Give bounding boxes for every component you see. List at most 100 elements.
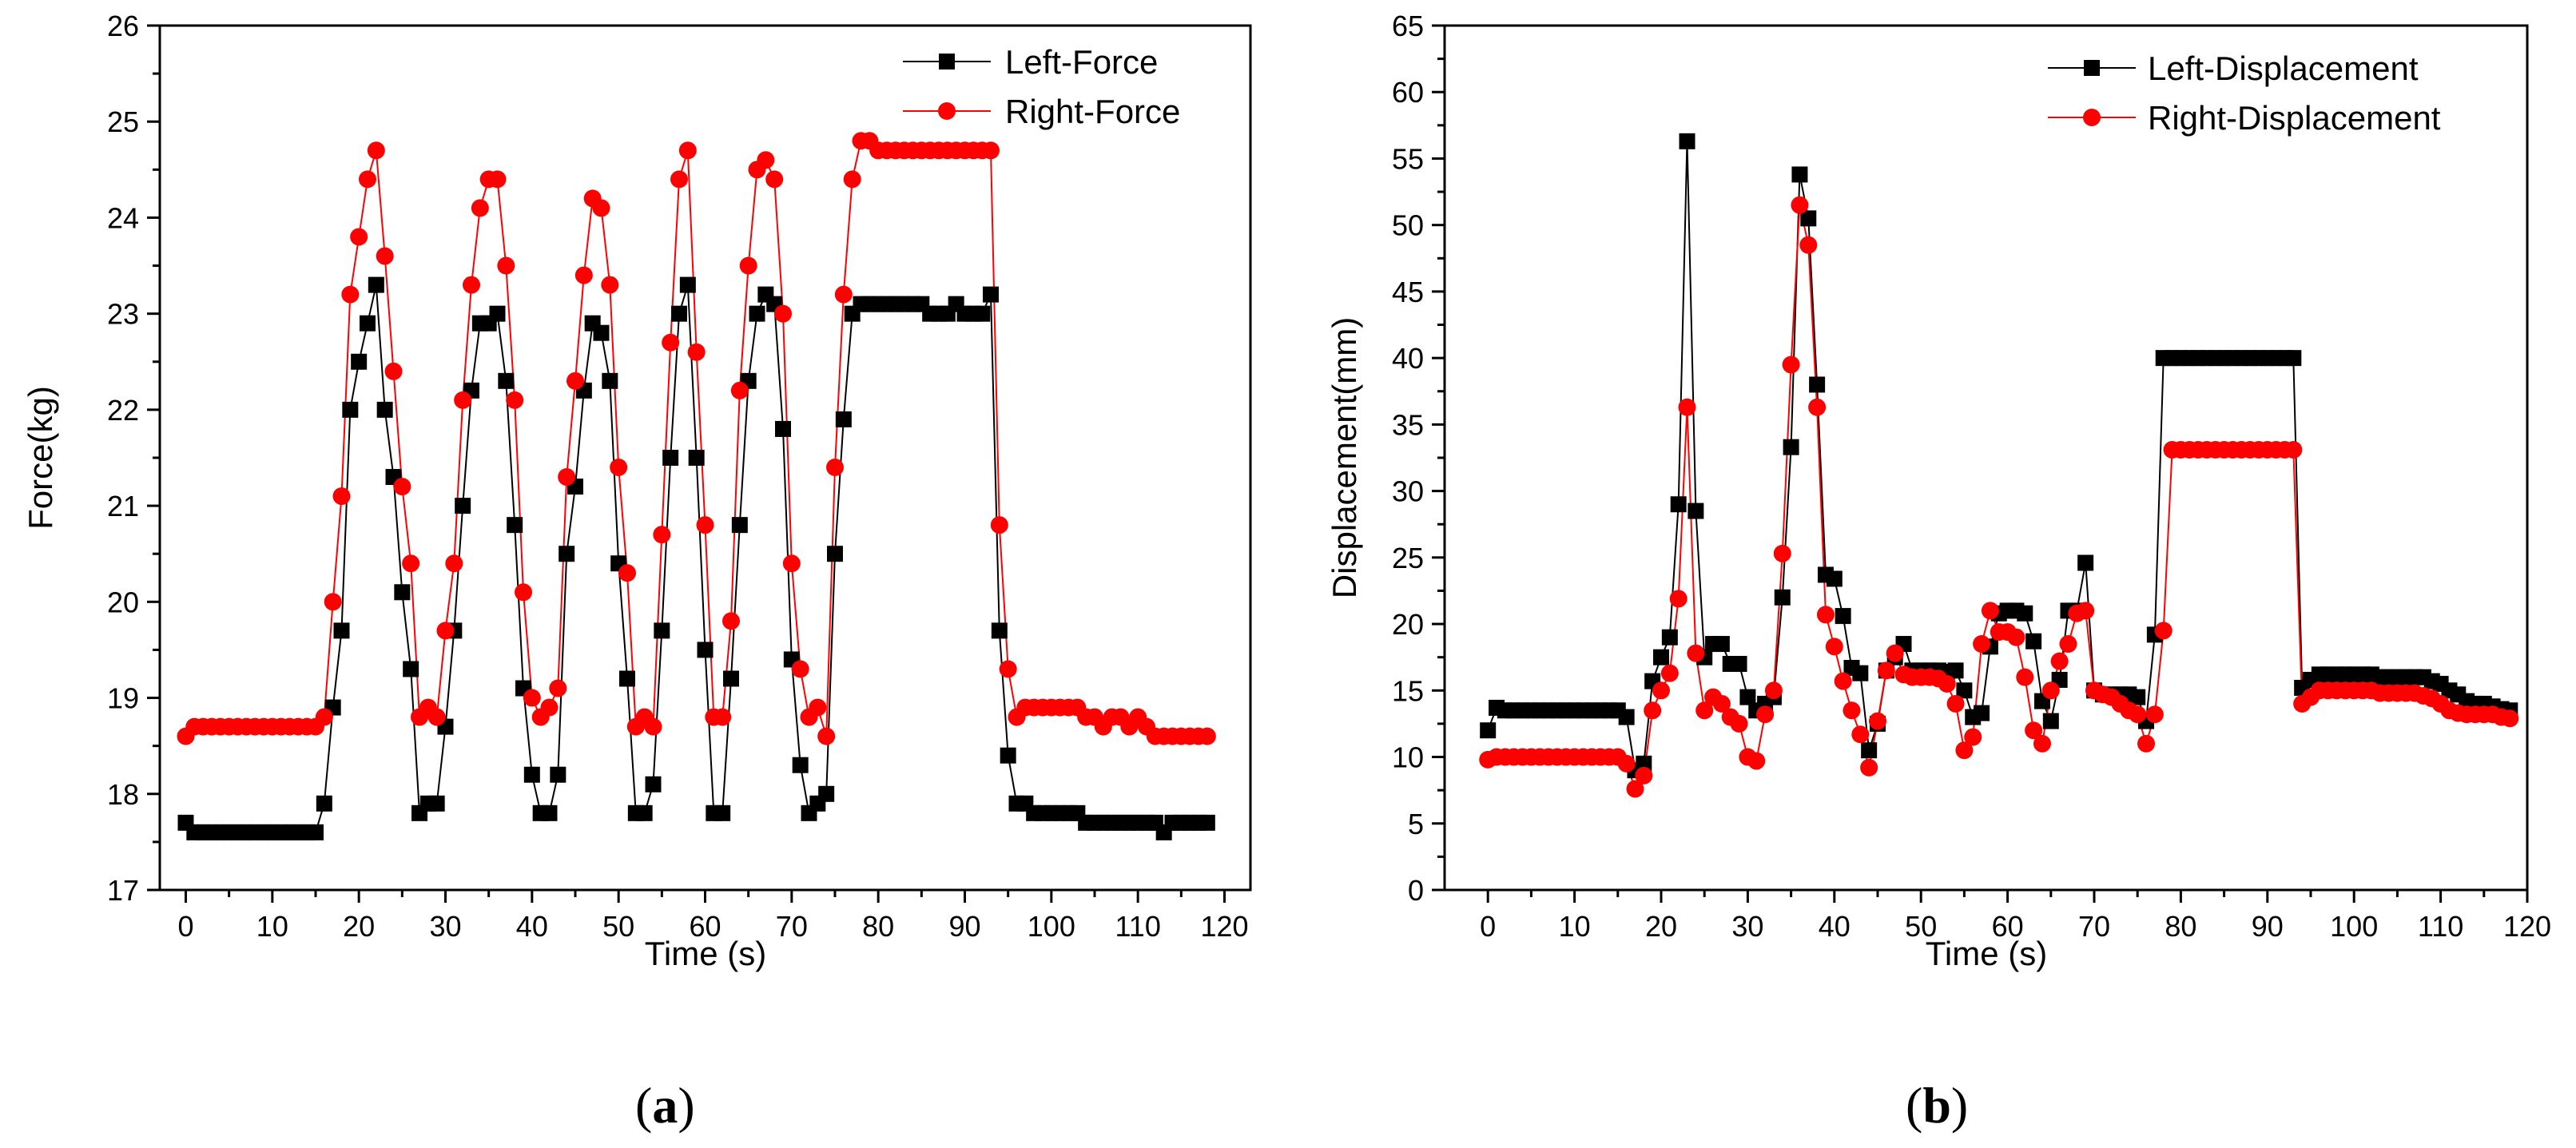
- displacement-left-point: [1809, 376, 1826, 393]
- displacement-plot-frame: [1443, 24, 2529, 892]
- force-right-point: [714, 708, 732, 726]
- displacement-chart-axes: 0 10 20 30 40 50 60 70 80 90 100 110 120 0 5 10 15 20 25 30…: [1392, 10, 2551, 943]
- force-right-point: [445, 554, 463, 573]
- force-y-tick-label: 24: [107, 201, 139, 234]
- displacement-right-point: [1973, 635, 1991, 653]
- displacement-right-point: [1687, 644, 1705, 662]
- force-left-point: [368, 276, 384, 293]
- displacement-right-point: [1860, 758, 1878, 777]
- force-left-point: [360, 315, 376, 332]
- force-right-point: [592, 199, 610, 217]
- force-left-point: [731, 517, 748, 534]
- force-right-point: [463, 276, 480, 294]
- displacement-left-point: [1835, 608, 1851, 625]
- force-x-tick-label: 110: [1115, 910, 1160, 943]
- force-right-point: [427, 708, 446, 726]
- displacement-right-point: [2145, 705, 2164, 724]
- force-right-point: [817, 727, 836, 745]
- displacement-right-point: [2129, 705, 2147, 724]
- displacement-right-point: [1799, 236, 1818, 254]
- force-x-tick-label: 80: [862, 910, 894, 943]
- force-left-point: [662, 450, 679, 466]
- displacement-left-point: [1974, 705, 1990, 721]
- displacement-x-tick-label: 90: [2252, 910, 2284, 943]
- force-right-point: [393, 478, 411, 496]
- displacement-right-point: [1695, 701, 1714, 720]
- force-left-point: [974, 305, 991, 322]
- force-left-point: [316, 795, 332, 812]
- force-right-point: [653, 526, 671, 544]
- displacement-left-point: [1713, 636, 1730, 653]
- displacement-right-point: [2016, 668, 2034, 686]
- force-left-point: [507, 517, 523, 534]
- force-chart-axes: 0 10 20 30 40 50 60 70 80 90 100 110 120 17 18 19 20 21 22…: [107, 10, 1249, 943]
- force-legend-marker-1: [938, 102, 956, 120]
- force-right-point: [678, 141, 697, 160]
- force-plot-frame: [158, 24, 1252, 892]
- force-left-point: [550, 766, 566, 783]
- force-left-point: [723, 670, 739, 687]
- force-left-point: [749, 305, 765, 322]
- displacement-left-point: [1852, 665, 1869, 681]
- displacement-left-point: [2077, 554, 2094, 571]
- displacement-right-point: [1834, 672, 1852, 690]
- displacement-right-point: [2050, 652, 2069, 670]
- displacement-y-tick-label: 20: [1392, 608, 1424, 641]
- force-right-point: [540, 698, 559, 717]
- displacement-x-axis-title: Time (s): [1926, 935, 2047, 972]
- displacement-right-point: [2059, 635, 2077, 653]
- displacement-right-point: [1678, 398, 1696, 416]
- displacement-legend-label-1: Right-Displacement: [2148, 99, 2441, 137]
- force-right-point: [722, 612, 740, 630]
- force-right-point: [549, 679, 567, 697]
- displacement-chart: 0 10 20 30 40 50 60 70 80 90 100 110 120 0 5 10 15 20 25 30…: [1326, 10, 2551, 1134]
- force-y-tick-label: 21: [107, 490, 139, 522]
- force-right-point: [662, 333, 680, 352]
- displacement-y-tick-label: 5: [1408, 808, 1424, 840]
- force-left-point: [645, 776, 662, 792]
- displacement-x-tick-label: 40: [1819, 910, 1851, 943]
- force-left-point: [342, 401, 359, 418]
- force-chart: 0 10 20 30 40 50 60 70 80 90 100 110 120 17 18 19 20 21 22…: [22, 10, 1252, 1134]
- force-y-tick-label: 19: [107, 682, 139, 715]
- displacement-left-point: [1947, 662, 1964, 679]
- force-right-point: [601, 276, 619, 294]
- displacement-left-point: [2042, 713, 2059, 729]
- force-x-tick-label: 20: [343, 910, 375, 943]
- displacement-y-axis-title: Displacement(mm): [1326, 317, 1363, 598]
- displacement-y-tick-label: 30: [1392, 475, 1424, 508]
- force-left-point: [498, 372, 515, 389]
- displacement-right-point: [1886, 644, 1904, 662]
- force-right-point: [739, 256, 757, 275]
- force-left-point: [983, 286, 999, 303]
- force-x-tick-label: 70: [776, 910, 808, 943]
- force-left-point: [671, 305, 687, 322]
- displacement-left-point: [1826, 570, 1843, 587]
- force-left-point: [818, 785, 835, 802]
- displacement-y-tick-label: 45: [1392, 276, 1424, 308]
- force-left-point: [619, 670, 635, 687]
- force-x-tick-label: 90: [948, 910, 980, 943]
- force-left-point: [602, 372, 618, 389]
- force-right-point: [1198, 727, 1216, 745]
- force-right-point: [523, 689, 541, 707]
- displacement-x-tick-label: 80: [2165, 910, 2196, 943]
- panel-label-a: (a): [635, 1077, 695, 1134]
- displacement-left-point: [1783, 439, 1799, 455]
- force-left-point: [1000, 747, 1016, 764]
- displacement-x-tick-label: 20: [1645, 910, 1677, 943]
- displacement-x-tick-label: 50: [1905, 910, 1937, 943]
- displacement-left-point: [1774, 589, 1791, 606]
- panel-label-b: (b): [1906, 1077, 1968, 1134]
- displacement-y-tick-label: 25: [1392, 542, 1424, 574]
- displacement-left-point: [1679, 133, 1695, 149]
- force-left-point: [792, 757, 809, 773]
- displacement-right-point: [1851, 725, 1870, 744]
- displacement-y-tick-label: 50: [1392, 209, 1424, 242]
- force-left-point: [688, 450, 705, 466]
- displacement-left-point: [1739, 689, 1756, 705]
- displacement-left-point: [2285, 350, 2302, 367]
- displacement-y-tick-label: 35: [1392, 408, 1424, 441]
- force-left-point: [489, 305, 506, 322]
